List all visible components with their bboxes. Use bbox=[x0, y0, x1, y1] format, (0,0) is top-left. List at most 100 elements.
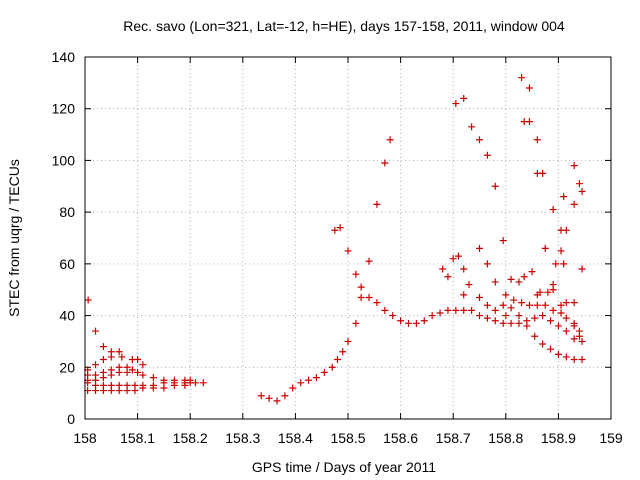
data-point bbox=[560, 193, 568, 201]
data-point bbox=[444, 273, 452, 281]
data-point bbox=[331, 226, 339, 234]
data-point bbox=[570, 322, 578, 330]
x-tick-label: 158.2 bbox=[173, 430, 208, 446]
data-point bbox=[507, 319, 515, 327]
y-tick-label: 140 bbox=[52, 49, 76, 65]
data-point bbox=[557, 301, 565, 309]
data-point bbox=[436, 309, 444, 317]
data-point bbox=[476, 293, 483, 301]
axis-ticks: 158 158.1 158.2 158.3 158.4 158.5 158.6 158.7 15… bbox=[52, 49, 623, 446]
data-point bbox=[562, 314, 570, 322]
data-point bbox=[181, 381, 189, 389]
data-point bbox=[149, 384, 157, 392]
y-tick-label: 100 bbox=[52, 152, 76, 168]
data-point bbox=[344, 337, 352, 345]
data-point bbox=[483, 314, 491, 322]
data-point bbox=[357, 293, 365, 301]
x-tick-label: 158.5 bbox=[330, 430, 365, 446]
data-points bbox=[84, 74, 586, 405]
data-point bbox=[115, 387, 123, 395]
data-point bbox=[557, 247, 565, 255]
data-point bbox=[468, 123, 476, 131]
data-point bbox=[499, 237, 507, 245]
data-point bbox=[518, 299, 526, 307]
data-point bbox=[449, 255, 457, 263]
data-point bbox=[515, 278, 523, 286]
y-tick-label: 20 bbox=[59, 359, 75, 375]
data-point bbox=[99, 374, 107, 382]
data-point bbox=[465, 281, 473, 289]
data-point bbox=[547, 317, 555, 325]
data-point bbox=[515, 312, 523, 320]
y-tick-label: 80 bbox=[59, 204, 75, 220]
data-point bbox=[491, 317, 499, 325]
data-point bbox=[160, 384, 168, 392]
x-tick-label: 158.3 bbox=[225, 430, 260, 446]
data-point bbox=[99, 343, 107, 351]
chart-title: Rec. savo (Lon=321, Lat=-12, h=HE), days… bbox=[123, 18, 565, 34]
data-point bbox=[528, 268, 536, 276]
data-point bbox=[483, 151, 491, 159]
data-point bbox=[131, 387, 139, 395]
data-point bbox=[520, 273, 528, 281]
data-point bbox=[297, 379, 305, 387]
x-tick-label: 158.6 bbox=[383, 430, 418, 446]
y-tick-label: 0 bbox=[67, 411, 75, 427]
data-point bbox=[570, 299, 578, 307]
data-point bbox=[515, 319, 523, 327]
data-point bbox=[575, 332, 583, 340]
data-point bbox=[557, 309, 565, 317]
data-point bbox=[381, 306, 389, 314]
x-tick-label: 158.4 bbox=[278, 430, 313, 446]
x-tick-label: 158.1 bbox=[120, 430, 155, 446]
data-point bbox=[389, 312, 397, 320]
data-point bbox=[439, 265, 447, 273]
x-tick-label: 158 bbox=[73, 430, 97, 446]
data-point bbox=[333, 356, 341, 364]
data-point bbox=[365, 293, 373, 301]
data-point bbox=[502, 312, 510, 320]
data-point bbox=[339, 348, 347, 356]
data-point bbox=[549, 306, 557, 314]
data-point bbox=[139, 371, 147, 379]
data-point bbox=[460, 291, 468, 299]
data-point bbox=[328, 363, 336, 371]
data-point bbox=[289, 384, 297, 392]
data-point bbox=[305, 376, 313, 384]
data-point bbox=[444, 306, 452, 314]
data-point bbox=[539, 340, 547, 348]
data-point bbox=[560, 260, 568, 268]
data-point bbox=[99, 387, 107, 395]
data-point bbox=[499, 319, 507, 327]
data-point bbox=[525, 301, 533, 309]
data-point bbox=[570, 335, 578, 343]
data-point bbox=[320, 368, 328, 376]
data-point bbox=[452, 100, 460, 108]
y-tick-label: 60 bbox=[59, 256, 75, 272]
data-point bbox=[115, 368, 123, 376]
data-point bbox=[502, 291, 510, 299]
data-point bbox=[554, 350, 562, 358]
data-point bbox=[265, 394, 273, 402]
data-point bbox=[510, 296, 518, 304]
data-point bbox=[115, 348, 123, 356]
data-point bbox=[578, 265, 586, 273]
data-point bbox=[562, 353, 570, 361]
data-point bbox=[575, 180, 583, 188]
data-point bbox=[507, 275, 515, 283]
data-point bbox=[92, 327, 100, 335]
data-point bbox=[476, 312, 483, 320]
data-point bbox=[554, 322, 562, 330]
y-axis-label: STEC from uqrg / TECUs bbox=[6, 159, 22, 317]
data-point bbox=[92, 387, 100, 395]
data-point bbox=[381, 159, 389, 167]
data-point bbox=[452, 306, 460, 314]
data-point bbox=[533, 136, 541, 144]
data-point bbox=[123, 368, 131, 376]
data-point bbox=[281, 392, 289, 400]
y-tick-label: 40 bbox=[59, 308, 75, 324]
data-point bbox=[373, 299, 381, 307]
data-point bbox=[373, 200, 381, 208]
y-tick-label: 120 bbox=[52, 101, 76, 117]
